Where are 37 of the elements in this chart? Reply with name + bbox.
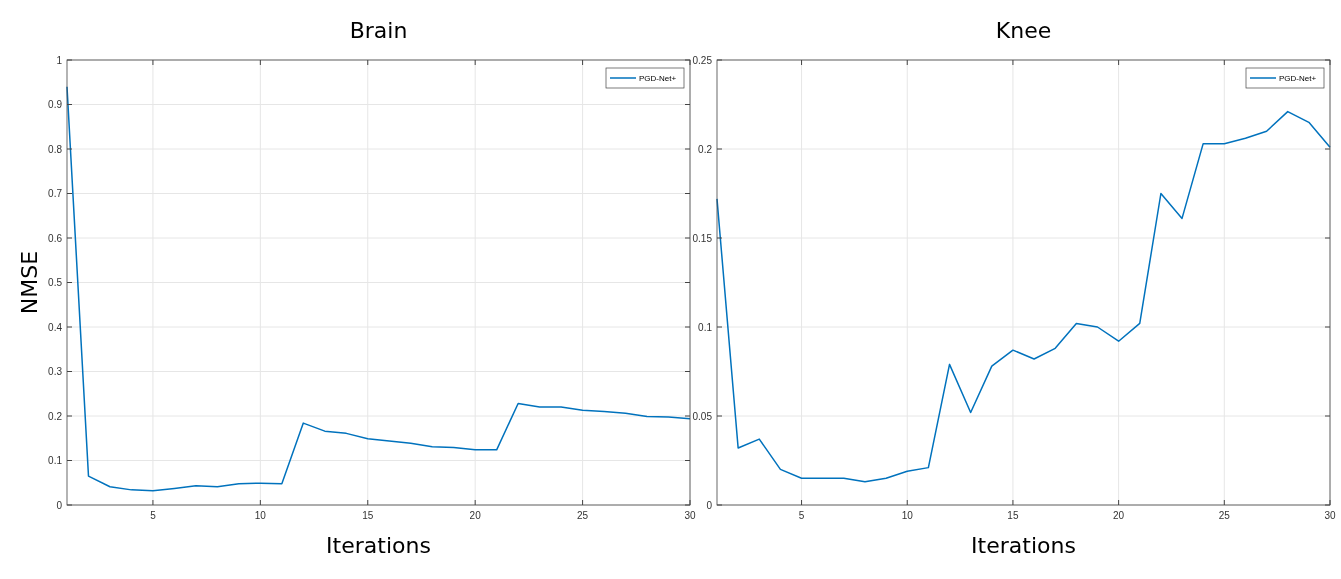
y-tick-label: 0.2 <box>698 143 713 155</box>
y-tick-label: 0.1 <box>48 455 63 466</box>
x-tick-label: 5 <box>798 510 805 521</box>
x-tick-label: 5 <box>150 510 157 521</box>
y-tick-label: 0 <box>706 499 713 511</box>
x-tick-label: 15 <box>362 510 374 521</box>
chart-title: Brain <box>349 18 408 43</box>
x-axis-title: Iterations <box>971 533 1076 558</box>
y-tick-label: 1 <box>56 54 63 66</box>
y-tick-label: 0.7 <box>48 188 63 199</box>
x-tick-label: 20 <box>1113 510 1125 521</box>
y-tick-label: 0.2 <box>48 410 63 422</box>
y-axis-title: NMSE <box>17 250 42 315</box>
y-tick-label: 0.3 <box>48 366 63 377</box>
x-axis-title: Iterations <box>326 533 431 558</box>
y-tick-label: 0.4 <box>48 321 63 333</box>
x-tick-label: 25 <box>1218 510 1231 521</box>
x-tick-label: 15 <box>1007 510 1019 521</box>
y-tick-label: 0.6 <box>48 232 63 244</box>
legend-label: PGD-Net+ <box>1279 74 1317 83</box>
y-tick-label: 0.8 <box>48 143 63 155</box>
y-tick-label: 0.5 <box>48 277 63 288</box>
x-tick-label: 10 <box>901 510 914 521</box>
y-tick-label: 0.05 <box>692 410 713 422</box>
x-tick-label: 10 <box>254 510 267 521</box>
y-tick-label: 0.9 <box>48 99 63 110</box>
x-tick-label: 20 <box>469 510 482 521</box>
y-tick-label: 0.1 <box>698 321 713 333</box>
y-tick-label: 0.15 <box>692 232 713 244</box>
line-series <box>716 110 1331 483</box>
x-tick-label: 25 <box>577 510 589 521</box>
y-tick-label: 0.25 <box>692 54 713 66</box>
x-tick-label: 30 <box>1324 510 1336 521</box>
y-tick-label: 0 <box>56 499 63 511</box>
legend-label: PGD-Net+ <box>639 74 677 83</box>
x-tick-label: 30 <box>684 510 696 521</box>
chart-title: Knee <box>995 18 1052 43</box>
